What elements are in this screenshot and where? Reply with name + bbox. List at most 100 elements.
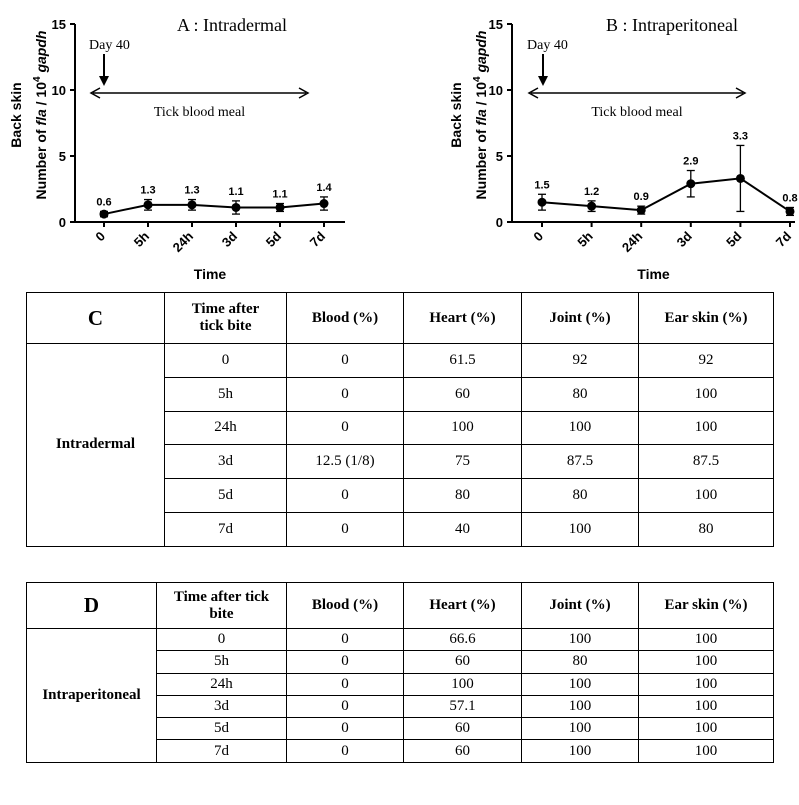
cell-joint: 100 [521,717,639,741]
data-point [785,206,795,216]
series-line [541,177,791,213]
cell-time: 5d [156,717,287,741]
row-group-label: Intraperitoneal [26,628,157,763]
data-label: 0.8 [782,192,797,204]
double-arrow-left-head [527,87,539,99]
header-time: Time after tick bite [164,292,287,344]
y-tick-label: 15 [489,17,503,32]
table-row: 5d 0 60 100 100 [27,717,774,741]
data-label: 2.9 [683,156,698,168]
cell-blood: 0 [286,627,404,652]
series-line [103,202,325,216]
data-point [537,197,547,207]
y-label-fla: fla [473,109,489,126]
y-axis-label-line2: Number of fla / 104 gapdh [32,31,49,200]
data-label: 1.2 [584,186,599,198]
x-tick-label: 5h [574,228,595,249]
chart-title: A : Intradermal [177,15,287,35]
data-label: 3.3 [733,130,748,142]
data-label: 1.3 [184,185,199,197]
header-ear-skin: Ear skin (%) [638,582,774,629]
data-point [143,200,153,210]
cell-time: 0 [156,627,287,652]
header-heart: Heart (%) [403,582,522,629]
data-point [735,173,745,183]
annotation-day: Day 40 [527,38,568,53]
header-joint: Joint (%) [521,582,639,629]
table-row: 24h 0 100 100 100 [27,672,774,696]
cell-time: 5d [164,478,287,513]
cell-blood: 12.5 (1/8) [286,444,404,480]
cell-ear-skin: 92 [638,343,774,378]
cell-heart: 100 [403,410,522,446]
row-group-label: Intradermal [26,343,165,547]
data-point [231,202,241,212]
y-axis-label-line1: Back skin [448,82,464,147]
cell-joint: 100 [521,672,639,696]
cell-joint: 92 [521,343,639,378]
header-blood: Blood (%) [286,582,404,629]
table-header-row: D Time after tick bite Blood (%) Heart (… [26,582,774,629]
x-tick-label: 7d [773,228,794,249]
cell-blood: 0 [286,694,404,719]
cell-joint: 87.5 [521,444,639,480]
table-row: 3d 12.5 (1/8) 75 87.5 87.5 [27,444,774,480]
cell-ear-skin: 100 [638,717,774,741]
annotation-blood-meal: Tick blood meal [591,105,682,120]
cell-blood: 0 [286,717,404,741]
table-panel-label: D [26,582,157,629]
header-blood: Blood (%) [286,292,404,344]
y-tick-label: 15 [52,17,66,32]
cell-heart: 60 [403,717,522,741]
table-row: 24h 0 100 100 100 [27,410,774,446]
cell-time: 7d [156,739,287,763]
cell-ear-skin: 100 [638,627,774,652]
y-tick-label: 5 [59,149,66,164]
header-heart: Heart (%) [403,292,522,344]
y-label-gapdh: gapdh [473,31,489,74]
cell-joint: 80 [521,650,639,674]
cell-joint: 100 [521,627,639,652]
y-label-part: Number of [473,126,489,200]
table-row: 5h 0 60 80 100 [27,376,774,412]
cell-heart: 61.5 [403,343,522,378]
table-row: 3d 0 57.1 100 100 [27,694,774,719]
data-point [686,179,696,189]
cell-time: 3d [156,694,287,719]
y-label-sup: 4 [472,76,483,82]
cell-heart: 60 [403,376,522,412]
table-row: 7d 0 60 100 100 [27,739,774,763]
data-point [99,209,109,219]
cell-heart: 80 [403,478,522,513]
data-label: 1.3 [140,185,155,197]
table-c-intradermal: C Time after tick bite Blood (%) Heart (… [26,292,774,547]
header-ear-skin: Ear skin (%) [638,292,774,344]
annotation-day: Day 40 [89,38,130,53]
cell-blood: 0 [286,672,404,696]
table-row: Intraperitoneal 0 0 66.6 100 100 [26,627,774,763]
y-axis-label-line1: Back skin [8,82,24,147]
cell-time: 24h [164,410,287,446]
cell-time: 24h [156,672,287,696]
cell-joint: 100 [521,739,639,763]
cell-ear-skin: 87.5 [638,444,774,480]
cell-heart: 75 [403,444,522,480]
chart-title: B : Intraperitoneal [606,15,738,35]
y-tick-label: 10 [52,83,66,98]
y-label-part: Number of [33,126,49,200]
y-tick-label: 5 [496,149,503,164]
double-arrow-right-head [298,87,310,99]
cell-heart: 100 [403,672,522,696]
cell-ear-skin: 100 [638,410,774,446]
y-label-part: / 10 [33,82,49,109]
header-joint: Joint (%) [521,292,639,344]
table-header-row: C Time after tick bite Blood (%) Heart (… [26,292,774,344]
cell-blood: 0 [286,410,404,446]
double-arrow-right-head [735,87,747,99]
cell-time: 5h [156,650,287,674]
cell-blood: 0 [286,650,404,674]
cell-heart: 60 [403,739,522,763]
data-label: 0.6 [96,196,111,208]
table-row: Intradermal 0 0 61.5 92 92 [26,343,774,547]
